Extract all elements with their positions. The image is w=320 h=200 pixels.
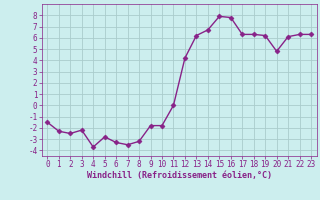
X-axis label: Windchill (Refroidissement éolien,°C): Windchill (Refroidissement éolien,°C) [87,171,272,180]
